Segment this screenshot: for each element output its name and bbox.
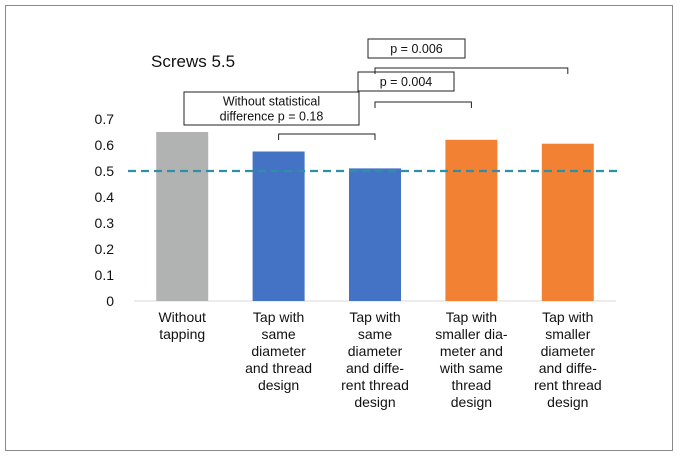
annotation-label: Without statistical xyxy=(223,95,320,109)
annotation-box xyxy=(367,38,466,59)
bar xyxy=(349,168,401,301)
chart-frame: Screws 5.5 0 0.1 0.2 0.3 0.4 0.5 0.6 0.7 Withou… xyxy=(5,5,673,451)
bar xyxy=(252,151,305,301)
significance-bracket xyxy=(278,133,376,140)
y-tick-label: 0.4 xyxy=(95,189,115,205)
annotation-label: p = 0.004 xyxy=(380,75,433,89)
x-tick-label: Tap with same diameter and thread design xyxy=(245,309,312,393)
bar xyxy=(445,139,498,301)
y-tick-label: 0.2 xyxy=(95,241,115,257)
annotation-label: p = 0.006 xyxy=(390,42,443,56)
x-tick-label: Tap with smaller dia-meter and with same th… xyxy=(435,309,508,410)
bars xyxy=(156,132,594,301)
y-tick-label: 0.6 xyxy=(95,137,115,153)
chart-title: Screws 5.5 xyxy=(151,52,235,71)
annotation-label: difference p = 0.18 xyxy=(220,110,324,124)
bar xyxy=(541,143,594,301)
bar-chart: Screws 5.5 0 0.1 0.2 0.3 0.4 0.5 0.6 0.7 Withou… xyxy=(95,38,620,410)
x-tick-label: Without tapping xyxy=(158,309,206,342)
x-tick-label: Tap with same diameter and diffe-rent threa… xyxy=(341,309,409,410)
annotation-box xyxy=(357,71,455,92)
x-axis-labels: Without tapping Tap with same diameter and th… xyxy=(158,309,601,410)
y-tick-label: 0.1 xyxy=(95,267,115,283)
bar xyxy=(156,132,209,301)
significance-bracket xyxy=(374,67,569,74)
significance-bracket xyxy=(374,101,472,108)
y-tick-label: 0.5 xyxy=(95,163,115,179)
annotation-box xyxy=(183,91,360,126)
y-tick-label: 0 xyxy=(106,293,114,309)
x-tick-label: Tap with smaller diameter and diffe-rent th… xyxy=(534,309,602,410)
y-tick-label: 0.7 xyxy=(95,111,115,127)
y-tick-label: 0.3 xyxy=(95,215,115,231)
